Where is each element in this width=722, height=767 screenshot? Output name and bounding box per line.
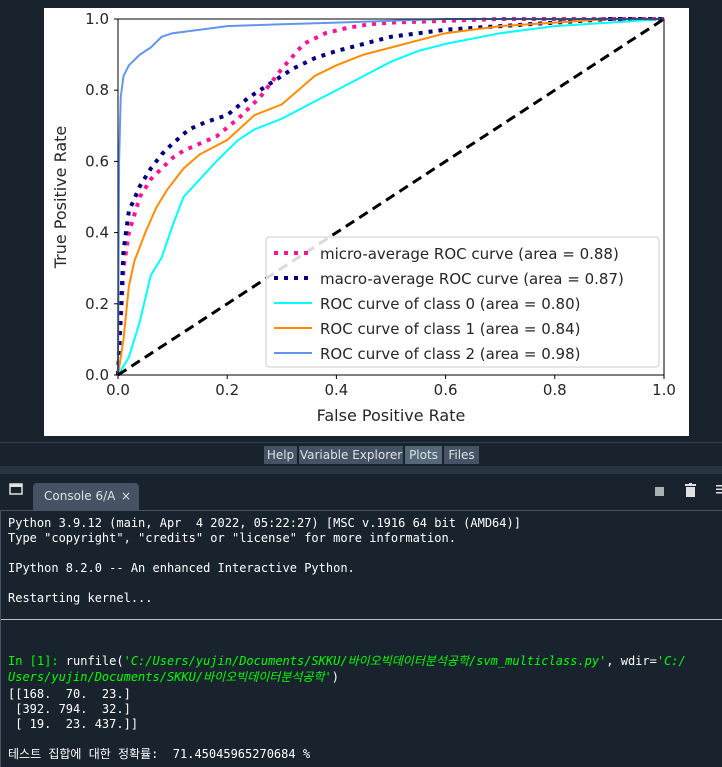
x-tick-label: 0.4 [324,381,348,399]
console-line: [[168. 70. 23.] [8,687,131,701]
console-output[interactable]: Python 3.9.12 (main, Apr 4 2022, 05:22:2… [0,510,722,767]
close-icon[interactable]: × [120,489,131,503]
pane-divider[interactable] [0,466,722,474]
console-input-line: Users/yujin/Documents/SKKU/바이오빅데이터분석공학') [8,668,339,685]
roc-figure: micro-average ROC curve (area = 0.88) mac… [44,8,689,436]
stop-icon[interactable] [655,485,664,500]
roc-series-0 [116,17,664,376]
legend-label: ROC curve of class 2 (area = 0.98) [320,345,580,363]
plots-tabbar: Help Variable Explorer Plots Files [0,446,722,464]
console-input-line: In [1]: runfile('C:/Users/yujin/Document… [8,652,686,669]
console-header: Console 6/A × [0,474,722,510]
plot-frame [117,18,665,376]
legend-label: ROC curve of class 0 (area = 0.80) [320,295,580,313]
y-axis-label: True Positive Rate [51,126,70,270]
chance-line [117,17,665,377]
tab-files[interactable]: Files [444,446,479,464]
console-line: [392. 794. 32.] [8,702,131,716]
tab-help[interactable]: Help [264,446,297,464]
x-tick-label: 0.0 [106,381,130,399]
console-separator [1,619,722,620]
x-axis-label: False Positive Rate [317,406,466,425]
y-tick-label: 0.8 [85,81,109,99]
y-tick-label: 0.0 [85,366,109,384]
console-line: [ 19. 23. 437.]] [8,717,139,731]
command-string: Users/yujin/Documents/SKKU/바이오빅데이터분석공학' [8,670,332,684]
y-tick-label: 0.2 [85,295,109,313]
x-tick-label: 0.8 [543,381,567,399]
command-string: 'C:/Users/yujin/Documents/SKKU/바이오빅데이터분석… [123,654,607,668]
command-string: 'C:/ [656,654,686,668]
x-tick-label: 1.0 [652,381,676,399]
console-line: Python 3.9.12 (main, Apr 4 2022, 05:22:2… [8,516,521,530]
x-tick-label: 0.6 [434,381,458,399]
roc-chart: micro-average ROC curve (area = 0.88) mac… [51,10,676,425]
console-line: Restarting kernel... [8,591,153,605]
plots-pane: micro-average ROC curve (area = 0.88) mac… [0,8,722,443]
tab-variable-explorer[interactable]: Variable Explorer [299,446,403,464]
command-text: , wdir= [606,654,657,668]
roc-series-4 [117,18,664,376]
command-text: runfile( [58,654,124,668]
y-tick-label: 0.6 [85,152,109,170]
input-prompt: In [1]: [8,654,59,668]
legend-label: macro-average ROC curve (area = 0.87) [320,270,624,288]
window-icon[interactable] [9,483,23,499]
roc-series-3 [117,18,664,376]
legend-label: ROC curve of class 1 (area = 0.84) [320,320,580,338]
roc-series-2 [117,18,665,376]
tab-console[interactable]: Console 6/A × [33,483,139,510]
tab-plots[interactable]: Plots [405,446,442,464]
console-line: Type "copyright", "credits" or "license"… [8,531,456,545]
console-line: IPython 8.2.0 -- An enhanced Interactive… [8,561,355,575]
y-tick-label: 0.4 [85,224,109,242]
options-menu-icon[interactable] [716,483,722,499]
y-tick-label: 1.0 [85,10,109,28]
legend-label: micro-average ROC curve (area = 0.88) [320,245,619,263]
trash-icon[interactable] [685,483,696,501]
console-tab-label: Console 6/A [44,489,116,503]
command-text: ) [331,670,339,684]
x-tick-label: 0.2 [215,381,239,399]
console-result-line: 테스트 집합에 대한 정확률: 71.45045965270684 % [8,747,311,761]
legend-box [265,236,660,368]
roc-series-1 [116,17,664,376]
